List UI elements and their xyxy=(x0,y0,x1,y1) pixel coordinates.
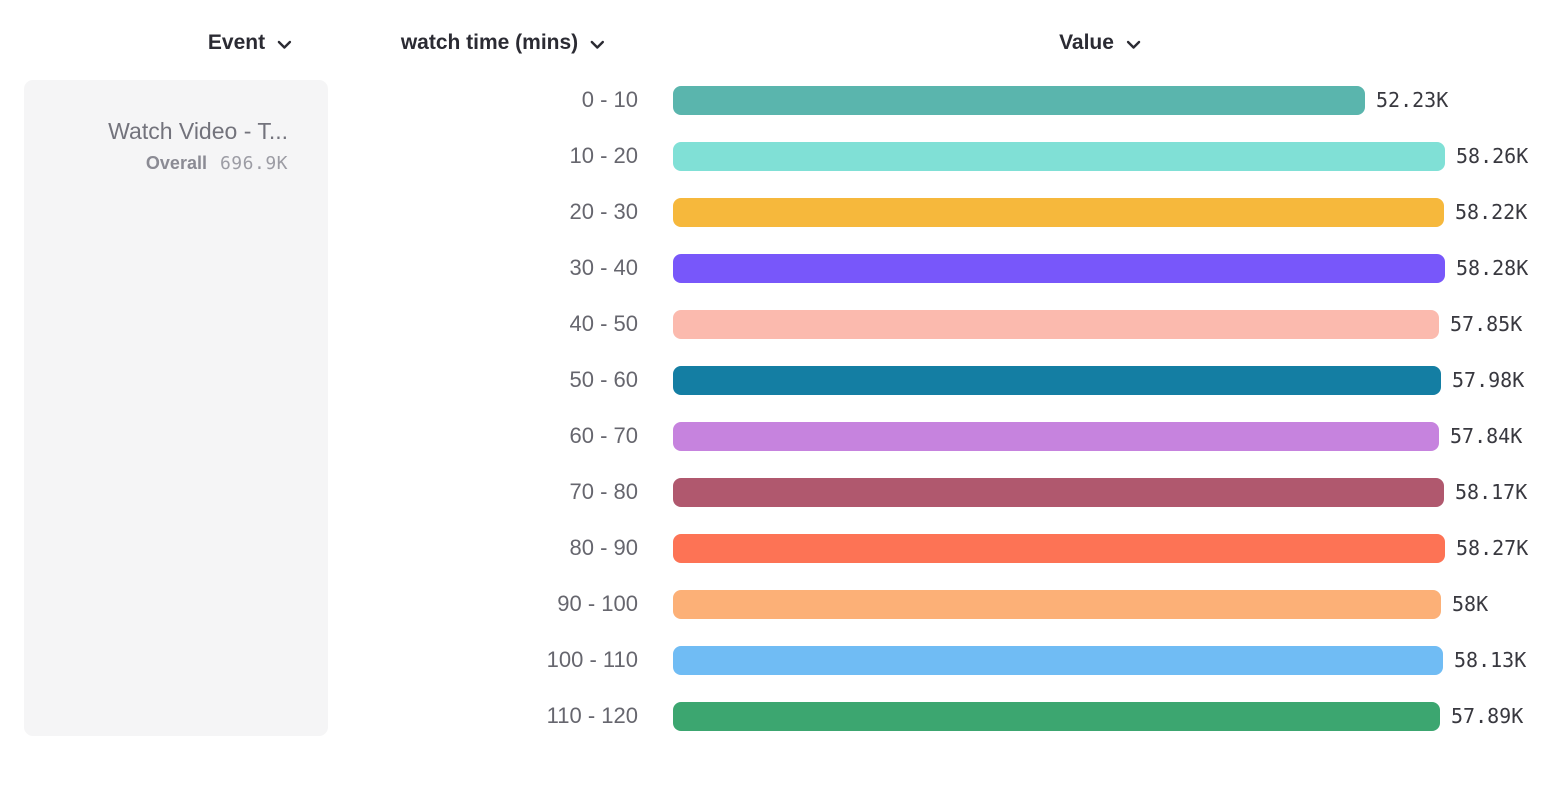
bar[interactable] xyxy=(673,477,1444,507)
breakdown-column-dropdown[interactable]: watch time (mins) xyxy=(401,28,605,58)
bar-row: 110 - 120 57.89K xyxy=(0,688,1568,744)
bar[interactable] xyxy=(673,309,1439,339)
chevron-down-icon xyxy=(277,40,292,49)
event-column-dropdown[interactable]: Event xyxy=(208,28,292,58)
bar-chart-rows: 0 - 10 52.23K 10 - 20 58.26K 20 - 30 58.… xyxy=(0,72,1568,744)
bar-category-label: 30 - 40 xyxy=(569,255,639,280)
bar-value-label: 58.27K xyxy=(1456,536,1529,560)
bar-value-label: 57.85K xyxy=(1450,312,1523,336)
bar-category-label: 90 - 100 xyxy=(557,591,638,616)
event-card[interactable]: Watch Video - T... Overall 696.9K xyxy=(24,80,328,736)
bar-category-label: 100 - 110 xyxy=(546,647,638,672)
bar-value-label: 52.23K xyxy=(1376,88,1449,112)
bar-category-label: 50 - 60 xyxy=(569,367,639,392)
bar[interactable] xyxy=(673,645,1443,675)
bar-track: 57.98K xyxy=(673,365,1525,395)
chevron-down-icon xyxy=(1126,40,1141,49)
bar-row: 50 - 60 57.98K xyxy=(0,352,1568,408)
bar-row: 20 - 30 58.22K xyxy=(0,184,1568,240)
bar-track: 58.17K xyxy=(673,477,1528,507)
bar-track: 58.26K xyxy=(673,141,1529,171)
bar-row: 0 - 10 52.23K xyxy=(0,72,1568,128)
bar-track: 58.28K xyxy=(673,253,1529,283)
bar-value-label: 58.17K xyxy=(1455,480,1528,504)
bar-row: 60 - 70 57.84K xyxy=(0,408,1568,464)
chevron-down-icon xyxy=(590,40,605,49)
bar-value-label: 57.84K xyxy=(1450,424,1523,448)
bar[interactable] xyxy=(673,589,1441,619)
bar-track: 58K xyxy=(673,589,1489,619)
bar-row: 80 - 90 58.27K xyxy=(0,520,1568,576)
bar-track: 58.27K xyxy=(673,533,1529,563)
bar-row: 100 - 110 58.13K xyxy=(0,632,1568,688)
bar-value-label: 58K xyxy=(1452,592,1489,616)
bar[interactable] xyxy=(673,141,1445,171)
bar-row: 90 - 100 58K xyxy=(0,576,1568,632)
bar-category-label: 60 - 70 xyxy=(569,423,639,448)
bar[interactable] xyxy=(673,421,1439,451)
bar-track: 57.84K xyxy=(673,421,1523,451)
bar[interactable] xyxy=(673,365,1441,395)
bar-category-label: 10 - 20 xyxy=(569,143,639,168)
bar-category-label: 20 - 30 xyxy=(569,199,639,224)
bar-value-label: 58.22K xyxy=(1455,200,1528,224)
bar-value-label: 58.13K xyxy=(1454,648,1527,672)
bar-row: 10 - 20 58.26K xyxy=(0,128,1568,184)
bar[interactable] xyxy=(673,253,1445,283)
bar-row: 30 - 40 58.28K xyxy=(0,240,1568,296)
bar-category-label: 110 - 120 xyxy=(546,703,638,728)
breakdown-column-label: watch time (mins) xyxy=(400,31,579,54)
event-column-label: Event xyxy=(207,31,266,54)
bar-category-label: 0 - 10 xyxy=(581,87,638,112)
bar-track: 57.89K xyxy=(673,701,1524,731)
bar-value-label: 57.98K xyxy=(1452,368,1525,392)
value-column-dropdown[interactable]: Value xyxy=(1059,28,1141,58)
bar-track: 58.22K xyxy=(673,197,1528,227)
overall-label: Overall xyxy=(145,153,207,173)
bar[interactable] xyxy=(673,533,1445,563)
bar-category-label: 70 - 80 xyxy=(569,479,639,504)
bar-track: 57.85K xyxy=(673,309,1523,339)
bar-row: 40 - 50 57.85K xyxy=(0,296,1568,352)
bar[interactable] xyxy=(673,701,1440,731)
bar-category-label: 80 - 90 xyxy=(569,535,639,560)
bar[interactable] xyxy=(673,85,1365,115)
bar-value-label: 58.28K xyxy=(1456,256,1529,280)
event-title: Watch Video - T... xyxy=(108,118,288,144)
bar-row: 70 - 80 58.17K xyxy=(0,464,1568,520)
value-column-label: Value xyxy=(1059,31,1114,54)
bar[interactable] xyxy=(673,197,1444,227)
bar-value-label: 57.89K xyxy=(1451,704,1524,728)
bar-track: 52.23K xyxy=(673,85,1449,115)
overall-value: 696.9K xyxy=(219,153,288,174)
bar-track: 58.13K xyxy=(673,645,1527,675)
bar-category-label: 40 - 50 xyxy=(569,311,639,336)
event-overall-row: Overall 696.9K xyxy=(44,153,288,174)
bar-value-label: 58.26K xyxy=(1456,144,1529,168)
